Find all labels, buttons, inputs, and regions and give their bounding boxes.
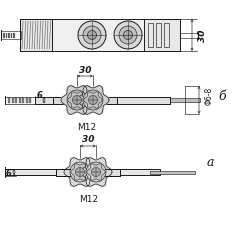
Circle shape (119, 27, 137, 45)
Circle shape (86, 162, 106, 182)
Circle shape (91, 168, 101, 177)
Circle shape (83, 27, 101, 45)
Text: 6: 6 (5, 168, 11, 177)
Bar (180, 33, 198, 38)
Polygon shape (80, 158, 112, 186)
Text: 30: 30 (198, 30, 207, 42)
Circle shape (83, 91, 103, 110)
Bar (144, 20, 180, 52)
Bar (26, 98, 27, 103)
Text: б: б (218, 89, 226, 102)
Circle shape (89, 96, 98, 105)
Bar (13, 33, 15, 38)
Bar (22, 98, 24, 103)
Bar (8, 33, 9, 38)
Text: Φ6-8: Φ6-8 (205, 86, 214, 105)
Text: 30: 30 (82, 134, 94, 143)
Bar (20, 20, 180, 52)
Bar (29, 98, 31, 103)
Bar (53, 97, 117, 104)
Circle shape (70, 162, 90, 182)
Bar (170, 98, 200, 102)
Bar (1, 32, 21, 40)
Bar (8, 98, 10, 103)
Bar (150, 171, 195, 174)
Bar (11, 33, 12, 38)
Bar (164, 24, 169, 48)
Circle shape (67, 91, 87, 110)
Bar (35, 97, 170, 104)
Circle shape (124, 31, 133, 40)
Bar (5, 33, 7, 38)
Circle shape (75, 168, 85, 177)
Text: M12: M12 (79, 194, 98, 203)
Bar (15, 98, 17, 103)
Text: 30: 30 (79, 66, 91, 75)
Bar (20, 20, 52, 52)
Polygon shape (64, 158, 96, 186)
Circle shape (73, 96, 82, 105)
Circle shape (78, 22, 106, 50)
Bar (156, 24, 161, 48)
Bar (56, 169, 120, 176)
Bar (5, 169, 160, 175)
Bar (148, 24, 153, 48)
Text: M12: M12 (78, 122, 97, 132)
Text: 6: 6 (36, 90, 42, 99)
Polygon shape (61, 86, 93, 115)
Bar (3, 33, 4, 38)
Text: a: a (207, 156, 215, 169)
Bar (19, 98, 20, 103)
Bar (12, 98, 13, 103)
Polygon shape (77, 86, 109, 115)
Bar (5, 97, 35, 104)
Circle shape (114, 22, 142, 50)
Circle shape (87, 31, 97, 40)
